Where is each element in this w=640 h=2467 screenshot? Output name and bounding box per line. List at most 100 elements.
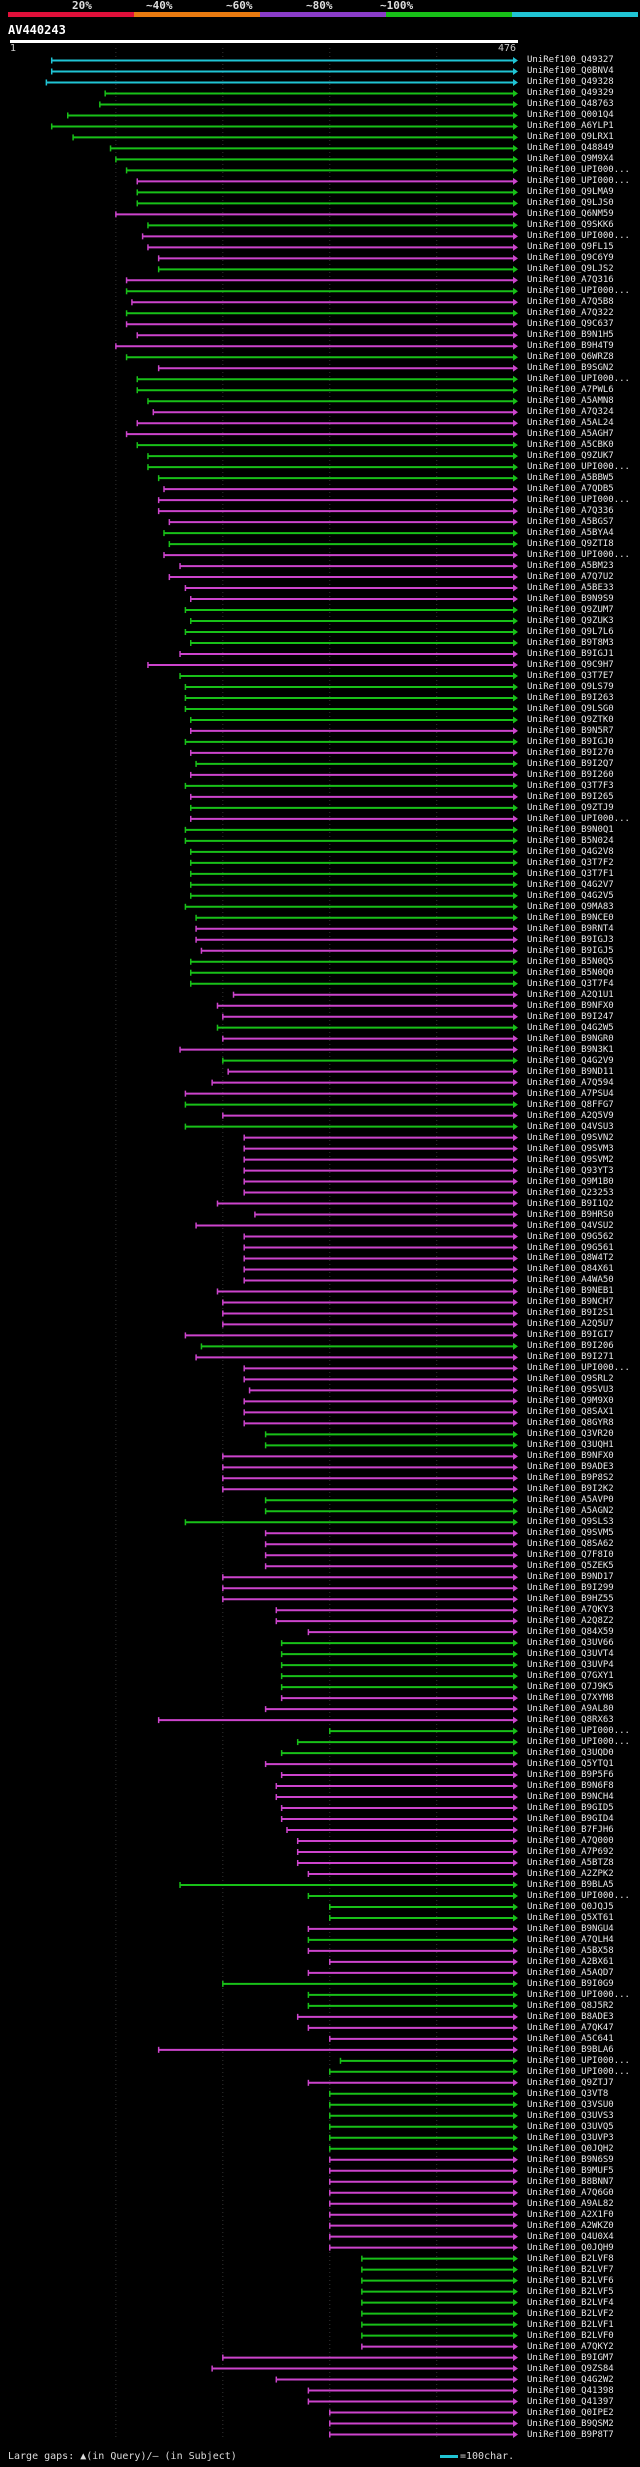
- hit-bar[interactable]: [264, 1551, 518, 1559]
- hit-bar[interactable]: [329, 2409, 518, 2417]
- hit-bar[interactable]: [99, 100, 518, 108]
- hit-label[interactable]: UniRef100_A5BTZ8: [527, 1857, 614, 1868]
- hit-label[interactable]: UniRef100_Q9LSG0: [527, 703, 614, 714]
- hit-label[interactable]: UniRef100_B9N9S9: [527, 594, 614, 605]
- hit-label[interactable]: UniRef100_Q93YT3: [527, 1165, 614, 1176]
- hit-label[interactable]: UniRef100_B7FJH6: [527, 1825, 614, 1835]
- hit-label[interactable]: UniRef100_A2BX61: [527, 1956, 614, 1967]
- hit-label[interactable]: UniRef100_B5N0Q0: [527, 967, 614, 978]
- hit-bar[interactable]: [216, 1024, 518, 1032]
- hit-label[interactable]: UniRef100_Q9M9X0: [527, 1396, 614, 1407]
- hit-bar[interactable]: [329, 2123, 518, 2131]
- hit-label[interactable]: UniRef100_Q4VSU3: [527, 1121, 614, 1132]
- hit-label[interactable]: UniRef100_A9AL82: [527, 2198, 614, 2209]
- hit-label[interactable]: UniRef100_B9HZ55: [527, 1594, 614, 1605]
- hit-label[interactable]: UniRef100_UPI000...: [527, 462, 630, 473]
- hit-label[interactable]: UniRef100_Q3T7F2: [527, 857, 614, 868]
- hit-bar[interactable]: [136, 199, 518, 207]
- hit-bar[interactable]: [168, 573, 518, 581]
- hit-label[interactable]: UniRef100_UPI000...: [527, 374, 630, 385]
- hit-label[interactable]: UniRef100_Q4G2V7: [527, 879, 614, 890]
- hit-bar[interactable]: [184, 837, 518, 845]
- hit-label[interactable]: UniRef100_Q9ZUM7: [527, 605, 614, 616]
- hit-label[interactable]: UniRef100_Q9ZTJ9: [527, 802, 614, 813]
- hit-label[interactable]: UniRef100_B9IGI7: [527, 1330, 614, 1341]
- hit-bar[interactable]: [243, 1265, 518, 1273]
- hit-bar[interactable]: [280, 1815, 518, 1823]
- hit-label[interactable]: UniRef100_Q84X61: [527, 1264, 614, 1275]
- hit-label[interactable]: UniRef100_Q0JQH9: [527, 2242, 614, 2253]
- hit-label[interactable]: UniRef100_Q48763: [527, 99, 614, 110]
- hit-bar[interactable]: [329, 2200, 518, 2208]
- hit-label[interactable]: UniRef100_Q4G2W2: [527, 2374, 614, 2385]
- hit-bar[interactable]: [329, 2167, 518, 2175]
- hit-bar[interactable]: [184, 1518, 518, 1526]
- hit-bar[interactable]: [227, 1068, 518, 1076]
- hit-bar[interactable]: [184, 1123, 518, 1131]
- hit-bar[interactable]: [184, 1331, 518, 1339]
- hit-label[interactable]: UniRef100_B9I271: [527, 1352, 614, 1363]
- hit-bar[interactable]: [157, 265, 518, 273]
- hit-bar[interactable]: [184, 683, 518, 691]
- hit-label[interactable]: UniRef100_A5BGS7: [527, 517, 614, 528]
- hit-bar[interactable]: [280, 1672, 518, 1680]
- hit-label[interactable]: UniRef100_Q5YTQ1: [527, 1759, 614, 1770]
- hit-label[interactable]: UniRef100_Q3UVQ5: [527, 2121, 614, 2132]
- hit-label[interactable]: UniRef100_Q6WRZ8: [527, 352, 614, 363]
- hit-bar[interactable]: [264, 1540, 518, 1548]
- hit-bar[interactable]: [115, 155, 518, 163]
- hit-label[interactable]: UniRef100_B2LVF0: [527, 2330, 614, 2341]
- hit-bar[interactable]: [184, 782, 518, 790]
- hit-label[interactable]: UniRef100_A5AMN8: [527, 396, 614, 407]
- hit-label[interactable]: UniRef100_A5AVP0: [527, 1495, 614, 1506]
- hit-bar[interactable]: [195, 936, 518, 944]
- hit-bar[interactable]: [189, 749, 518, 757]
- hit-label[interactable]: UniRef100_Q4U0X4: [527, 2231, 614, 2242]
- hit-label[interactable]: UniRef100_B2LVF5: [527, 2286, 614, 2297]
- hit-label[interactable]: UniRef100_A5AL24: [527, 418, 614, 429]
- hit-label[interactable]: UniRef100_B8BNN7: [527, 2176, 614, 2187]
- hit-bar[interactable]: [307, 1892, 518, 1900]
- hit-label[interactable]: UniRef100_Q9M1B0: [527, 1176, 614, 1187]
- hit-bar[interactable]: [168, 518, 518, 526]
- hit-label[interactable]: UniRef100_Q5ZEK5: [527, 1561, 614, 1572]
- hit-bar[interactable]: [50, 67, 518, 75]
- hit-bar[interactable]: [147, 661, 518, 669]
- hit-bar[interactable]: [329, 1914, 518, 1922]
- hit-bar[interactable]: [184, 628, 518, 636]
- hit-label[interactable]: UniRef100_UPI000...: [527, 286, 630, 297]
- hit-bar[interactable]: [189, 771, 518, 779]
- hit-bar[interactable]: [307, 1947, 518, 1955]
- hit-bar[interactable]: [222, 1463, 518, 1471]
- hit-label[interactable]: UniRef100_B9P8S2: [527, 1473, 614, 1484]
- hit-bar[interactable]: [189, 958, 518, 966]
- hit-label[interactable]: UniRef100_Q84X59: [527, 1627, 614, 1638]
- hit-bar[interactable]: [184, 584, 518, 592]
- hit-label[interactable]: UniRef100_A5BM23: [527, 561, 614, 572]
- hit-bar[interactable]: [195, 1222, 518, 1230]
- hit-bar[interactable]: [264, 1441, 518, 1449]
- hit-bar[interactable]: [264, 1507, 518, 1515]
- hit-bar[interactable]: [361, 2277, 518, 2285]
- hit-label[interactable]: UniRef100_UPI000...: [527, 1363, 630, 1374]
- hit-bar[interactable]: [329, 2431, 518, 2439]
- hit-label[interactable]: UniRef100_B9NCH4: [527, 1792, 614, 1803]
- hit-bar[interactable]: [136, 375, 518, 383]
- hit-label[interactable]: UniRef100_A7QDB5: [527, 484, 614, 495]
- hit-label[interactable]: UniRef100_A5BX58: [527, 1945, 614, 1956]
- hit-bar[interactable]: [222, 1309, 518, 1317]
- hit-bar[interactable]: [243, 1397, 518, 1405]
- hit-bar[interactable]: [211, 2365, 518, 2373]
- hit-label[interactable]: UniRef100_A4WA50: [527, 1275, 614, 1286]
- hit-label[interactable]: UniRef100_A9AL80: [527, 1704, 614, 1715]
- hit-bar[interactable]: [195, 914, 518, 922]
- hit-bar[interactable]: [147, 397, 518, 405]
- hit-bar[interactable]: [329, 2112, 518, 2120]
- hit-bar[interactable]: [157, 364, 518, 372]
- hit-bar[interactable]: [125, 320, 518, 328]
- hit-label[interactable]: UniRef100_Q3T7E7: [527, 670, 614, 681]
- hit-bar[interactable]: [184, 1101, 518, 1109]
- hit-bar[interactable]: [264, 1529, 518, 1537]
- hit-label[interactable]: UniRef100_B9BLA5: [527, 1879, 614, 1890]
- hit-bar[interactable]: [131, 298, 518, 306]
